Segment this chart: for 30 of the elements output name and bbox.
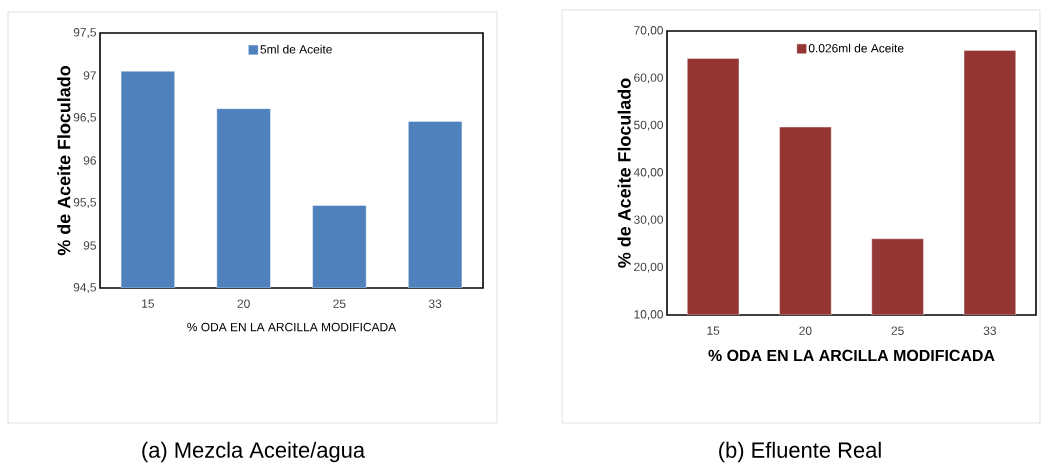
x-tick-label: 33 (983, 326, 997, 335)
x-tick-label: 15 (707, 326, 720, 335)
y-tick-label: 20,00 (634, 262, 664, 273)
x-tick-label: 15 (142, 299, 155, 308)
text: (b) Efluente Real (719, 441, 881, 463)
y-tick-label: 60,00 (634, 73, 664, 84)
legend-label: 5ml de Aceite (260, 44, 332, 54)
y-tick-label: 10,00 (634, 310, 664, 320)
y-tick-label: 50,00 (634, 120, 664, 131)
x-tick-label: 20 (799, 326, 812, 335)
x-tick-label: 20 (237, 299, 250, 308)
y-axis-title: % de Aceite Floculado (617, 78, 631, 268)
y-tick-label: 97 (83, 71, 96, 80)
y-axis-title: % de Aceite Floculado (57, 66, 71, 256)
y-tick-label: 30,00 (634, 215, 664, 226)
x-axis-title: % ODA EN LA ARCILLA MODIFICADA (187, 322, 397, 332)
x-tick-label: 33 (428, 299, 442, 308)
y-tick-label: 70,00 (634, 26, 664, 36)
legend-label: 0.026ml de Aceite (808, 43, 904, 53)
y-tick-label: 95,5 (73, 198, 96, 208)
y-tick-label: 95 (83, 241, 96, 250)
y-tick-label: 96,5 (73, 113, 96, 123)
y-tick-label: 96 (83, 156, 96, 165)
x-tick-label: 25 (891, 326, 904, 335)
y-tick-label: 97,5 (73, 28, 96, 38)
y-tick-label: 40,00 (633, 168, 664, 178)
y-tick-label: 94,5 (73, 283, 96, 293)
text: (a) Mezcla Aceite/agua (142, 441, 366, 463)
x-tick-label: 25 (333, 299, 346, 308)
x-axis-title: % ODA EN LA ARCILLA MODIFICADA (708, 349, 995, 362)
